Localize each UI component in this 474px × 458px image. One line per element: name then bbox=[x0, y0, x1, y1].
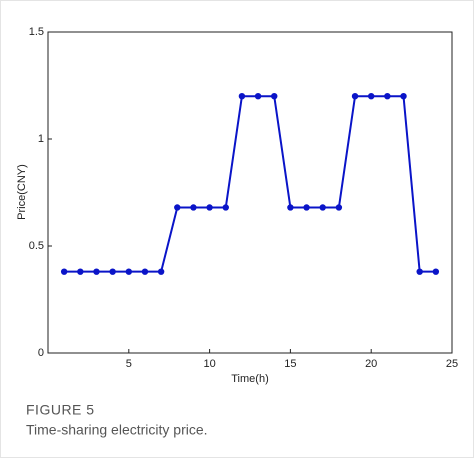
point bbox=[93, 268, 100, 275]
point bbox=[303, 204, 310, 211]
x-tick-label: 25 bbox=[446, 358, 458, 370]
point bbox=[335, 204, 343, 211]
y-tick-label: 0.5 bbox=[29, 240, 44, 252]
y-tick-label: 1 bbox=[38, 133, 44, 145]
x-tick-label: 20 bbox=[365, 358, 377, 370]
point bbox=[206, 204, 213, 211]
x-tick-label: 5 bbox=[126, 358, 132, 370]
point bbox=[432, 268, 440, 275]
y-axis-label: Price(CNY) bbox=[16, 164, 28, 220]
x-axis-label: Time(h) bbox=[231, 373, 268, 385]
point bbox=[141, 268, 149, 275]
point bbox=[368, 93, 375, 100]
point bbox=[222, 204, 229, 211]
point bbox=[125, 268, 132, 275]
point bbox=[319, 204, 326, 211]
point bbox=[254, 93, 262, 100]
point bbox=[190, 204, 197, 211]
point bbox=[238, 93, 246, 100]
point bbox=[77, 268, 84, 275]
point bbox=[271, 93, 278, 100]
point bbox=[351, 93, 359, 100]
y-tick-label: 0 bbox=[38, 347, 44, 359]
x-tick-label: 15 bbox=[284, 358, 296, 370]
point bbox=[400, 93, 407, 100]
figure-label: FIGURE 5 bbox=[26, 402, 95, 418]
y-tick-label: 1.5 bbox=[29, 26, 44, 38]
plot-box bbox=[47, 31, 453, 354]
figure-caption: Time-sharing electricity price. bbox=[26, 422, 208, 438]
point bbox=[174, 204, 181, 211]
point bbox=[60, 268, 68, 275]
point bbox=[416, 268, 423, 275]
point bbox=[109, 268, 116, 275]
point bbox=[384, 93, 391, 100]
point bbox=[157, 268, 165, 275]
x-tick-label: 10 bbox=[203, 358, 215, 370]
point bbox=[287, 204, 294, 211]
